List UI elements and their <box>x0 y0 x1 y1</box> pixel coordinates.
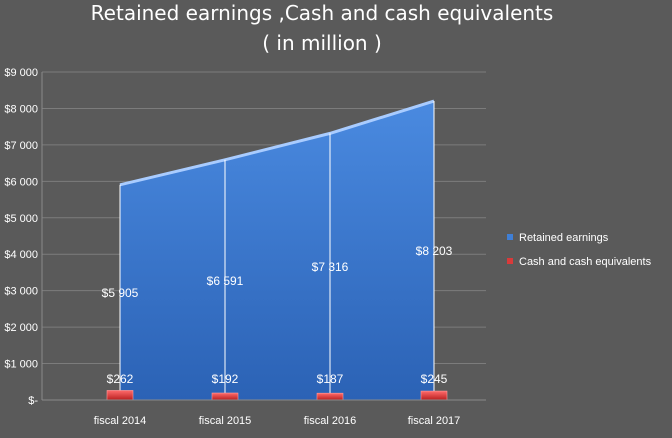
x-tick-label: fiscal 2016 <box>304 415 357 427</box>
y-axis: $- $1 000 $2 000 $3 000 $4 000 $5 000 $6 000 $7… <box>4 67 43 407</box>
data-label-cash: $262 <box>107 372 134 386</box>
legend-swatch <box>507 258 513 264</box>
y-tick-label: $2 000 <box>4 322 38 334</box>
data-label-cash: $187 <box>317 372 344 386</box>
data-label-retained-earnings: $6 591 <box>207 274 244 288</box>
chart-subtitle: ( in million ) <box>262 31 382 55</box>
y-tick-label: $7 000 <box>4 140 38 152</box>
data-label-retained-earnings: $8 203 <box>416 244 453 258</box>
plot-area: $5 905 $6 591 $7 316 $8 203 $262 $192 $187 $245 <box>102 99 453 401</box>
data-label-retained-earnings: $7 316 <box>312 260 349 274</box>
series-area-retained-earnings <box>120 101 434 401</box>
y-tick-label: $9 000 <box>4 67 38 79</box>
x-tick-label: fiscal 2017 <box>408 415 461 427</box>
y-tick-label: $5 000 <box>4 213 38 225</box>
x-tick-label: fiscal 2015 <box>199 415 252 427</box>
chart-title: Retained earnings ,Cash and cash equival… <box>91 1 554 25</box>
y-tick-label: $3 000 <box>4 286 38 298</box>
y-tick-label: $1 000 <box>4 359 38 371</box>
data-label-retained-earnings: $5 905 <box>102 286 139 300</box>
x-tick-label: fiscal 2014 <box>94 415 147 427</box>
data-label-cash: $192 <box>212 372 239 386</box>
data-label-cash: $245 <box>421 372 448 386</box>
x-axis: fiscal 2014 fiscal 2015 fiscal 2016 fiscal … <box>42 399 486 427</box>
data-point-cash <box>316 392 344 401</box>
y-tick-label: $- <box>28 395 38 407</box>
legend-swatch <box>507 234 513 240</box>
y-tick-label: $4 000 <box>4 249 38 261</box>
data-point-cash <box>106 390 134 401</box>
data-point-cash <box>211 392 239 401</box>
legend-label: Retained earnings <box>519 232 609 244</box>
y-tick-label: $8 000 <box>4 103 38 115</box>
series-line-retained-earnings <box>119 99 435 187</box>
legend: Retained earnings Cash and cash equivalen… <box>507 232 652 268</box>
data-point-cash <box>420 390 448 401</box>
y-tick-label: $6 000 <box>4 176 38 188</box>
legend-label: Cash and cash equivalents <box>519 256 652 268</box>
